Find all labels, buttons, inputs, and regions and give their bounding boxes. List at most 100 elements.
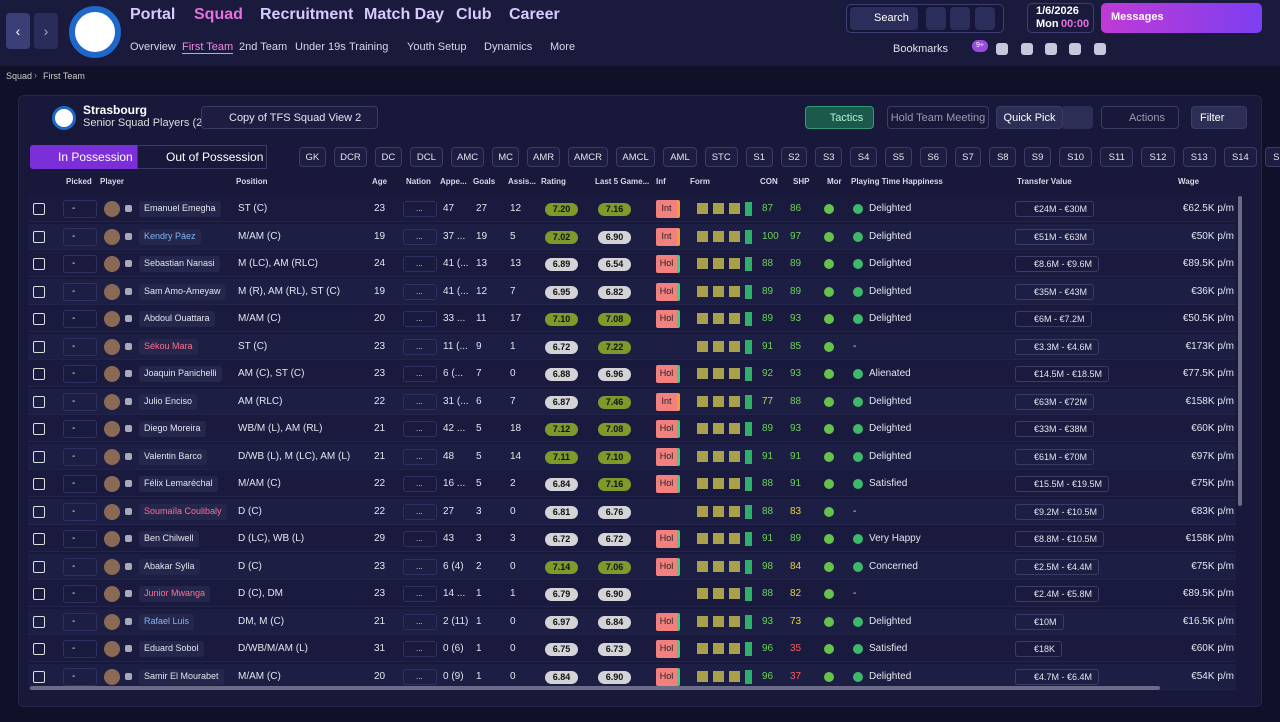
player-name[interactable]: Joaquin Panichelli <box>139 366 222 383</box>
icon-button[interactable] <box>950 7 970 30</box>
picked-dropdown[interactable]: - <box>63 612 97 631</box>
transfer-value[interactable]: €15.5M - €19.5M <box>1015 476 1110 493</box>
checkbox[interactable] <box>33 423 45 436</box>
icon-button[interactable] <box>1045 43 1057 55</box>
position-chip[interactable]: S12 <box>1141 147 1175 167</box>
column-header[interactable]: Playing Time Happiness <box>851 177 943 186</box>
position-chip[interactable]: S7 <box>954 147 982 167</box>
column-header[interactable]: Transfer Value <box>1017 177 1072 186</box>
transfer-value[interactable]: €9.2M - €10.5M <box>1015 503 1105 520</box>
player-name[interactable]: Diego Moreira <box>139 421 206 438</box>
subnav-item[interactable]: Youth Setup <box>407 41 467 53</box>
player-name[interactable]: Félix Lemaréchal <box>139 476 218 493</box>
checkbox[interactable] <box>33 560 45 573</box>
position-chip[interactable]: DCR <box>333 147 367 167</box>
subnav-item[interactable]: Training <box>349 41 389 53</box>
transfer-value[interactable]: €8.8M - €10.5M <box>1015 531 1105 548</box>
position-chip[interactable]: S11 <box>1100 147 1134 167</box>
icon-button[interactable] <box>1094 43 1106 55</box>
position-chip[interactable]: S8 <box>989 147 1017 167</box>
picked-dropdown[interactable]: - <box>63 447 97 466</box>
picked-dropdown[interactable]: - <box>63 475 97 494</box>
position-chip[interactable]: S13 <box>1182 147 1216 167</box>
subnav-item[interactable]: Overview <box>130 41 176 53</box>
position-chip[interactable]: S4 <box>850 147 877 167</box>
button[interactable]: Hold Team Meeting <box>887 106 989 129</box>
transfer-value[interactable]: €4.7M - €6.4M <box>1015 669 1100 685</box>
button[interactable]: Tactics <box>805 106 874 129</box>
column-header[interactable]: Player <box>100 177 125 186</box>
row[interactable] <box>28 636 1236 663</box>
transfer-value[interactable]: €10M <box>1015 613 1064 630</box>
position-chip[interactable]: S14 <box>1223 147 1257 167</box>
row[interactable] <box>28 333 1236 360</box>
player-name[interactable]: Samir El Mourabet <box>139 669 224 685</box>
column-header[interactable]: Form <box>690 177 710 186</box>
column-header[interactable]: Last 5 Game... <box>595 177 650 186</box>
transfer-value[interactable]: €2.4M - €5.8M <box>1015 586 1100 603</box>
subnav-item[interactable]: Dynamics <box>484 41 533 53</box>
position-chip[interactable]: DCL <box>409 147 443 167</box>
transfer-value[interactable]: €61M - €70M <box>1015 448 1095 465</box>
transfer-value[interactable]: €33M - €38M <box>1015 421 1095 438</box>
checkbox[interactable] <box>33 671 45 683</box>
icon-button[interactable] <box>975 7 995 30</box>
player-name[interactable]: Sékou Mara <box>139 338 198 355</box>
nav-item[interactable]: Squad <box>194 6 243 23</box>
row[interactable] <box>28 223 1236 250</box>
picked-dropdown[interactable]: - <box>63 282 97 301</box>
player-name[interactable]: Abakar Sylla <box>139 558 200 575</box>
nav-item[interactable]: Portal <box>130 6 176 23</box>
player-name[interactable]: Eduard Sobol <box>139 641 204 658</box>
position-chip[interactable]: AMC <box>451 147 485 167</box>
checkbox[interactable] <box>33 533 45 546</box>
transfer-value[interactable]: €51M - €63M <box>1015 228 1095 245</box>
column-header[interactable]: Nation <box>406 177 431 186</box>
row[interactable] <box>28 581 1236 608</box>
tab[interactable]: Out of Possession <box>137 145 267 169</box>
checkbox[interactable] <box>33 340 45 353</box>
player-name[interactable]: Rafael Luis <box>139 613 195 630</box>
position-chip[interactable]: S10 <box>1059 147 1093 167</box>
column-header[interactable]: Picked <box>66 177 92 186</box>
column-header[interactable]: Position <box>236 177 268 186</box>
checkbox[interactable] <box>33 285 45 298</box>
messages-button[interactable]: Messages <box>1101 3 1262 33</box>
position-chip[interactable]: S15 <box>1265 147 1280 167</box>
picked-dropdown[interactable]: - <box>63 420 97 439</box>
picked-dropdown[interactable]: - <box>63 668 97 686</box>
position-chip[interactable]: AMCL <box>615 147 656 167</box>
column-header[interactable]: Age <box>372 177 388 186</box>
column-header[interactable]: Inf <box>656 177 666 186</box>
checkbox[interactable] <box>33 258 45 271</box>
column-header[interactable]: Mor <box>827 177 842 186</box>
button[interactable]: Quick Pick <box>996 106 1063 129</box>
icon-button[interactable] <box>996 43 1008 55</box>
nav-item[interactable]: Match Day <box>364 6 445 23</box>
picked-dropdown[interactable]: - <box>63 255 97 274</box>
picked-dropdown[interactable]: - <box>63 640 97 659</box>
picked-dropdown[interactable]: - <box>63 310 97 329</box>
row[interactable] <box>28 416 1236 443</box>
position-chip[interactable]: S6 <box>919 147 947 167</box>
picked-dropdown[interactable]: - <box>63 200 97 218</box>
checkbox[interactable] <box>33 203 45 215</box>
subnav-item[interactable]: Under 19s <box>295 41 346 53</box>
player-name[interactable]: Soumaïla Coulibaly <box>139 503 227 520</box>
icon-button[interactable] <box>1069 43 1081 55</box>
nav-item[interactable]: Recruitment <box>260 6 354 23</box>
picked-dropdown[interactable]: - <box>63 365 97 384</box>
player-name[interactable]: Junior Mwanga <box>139 586 211 603</box>
checkbox[interactable] <box>33 478 45 491</box>
checkbox[interactable] <box>33 395 45 408</box>
column-header[interactable]: Appe... <box>440 177 467 186</box>
forward-button[interactable]: › <box>34 13 58 49</box>
column-header[interactable]: SHP <box>793 177 810 186</box>
transfer-value[interactable]: €8.6M - €9.6M <box>1015 256 1100 273</box>
picked-dropdown[interactable]: - <box>63 392 97 411</box>
position-chip[interactable]: AMR <box>527 147 561 167</box>
transfer-value[interactable]: €3.3M - €4.6M <box>1015 338 1100 355</box>
checkbox[interactable] <box>33 615 45 628</box>
row[interactable] <box>28 278 1236 305</box>
column-header[interactable]: Goals <box>473 177 496 186</box>
